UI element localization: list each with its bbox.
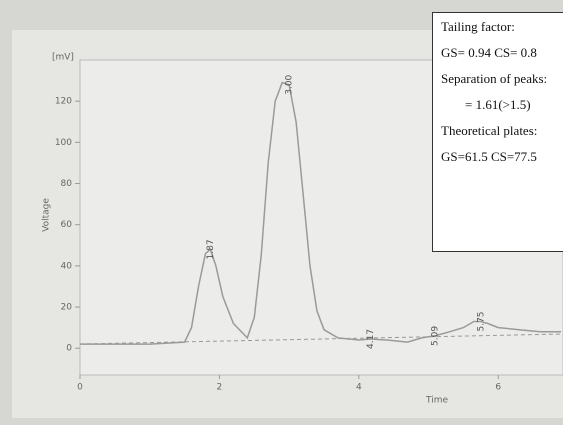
y-tick-label: 40 [61,261,73,271]
peak-label: 4.17 [366,329,376,349]
y-tick-label: 120 [55,97,72,107]
y-tick-label: 80 [61,179,73,189]
info-line: GS=61.5 CS=77.5 [441,149,563,165]
info-line: Theoretical plates: [441,123,563,139]
peak-label: 3.00 [285,74,295,94]
y-tick-label: 0 [66,344,72,354]
x-axis-title: Time [425,396,448,406]
info-line: GS= 0.94 CS= 0.8 [441,45,563,61]
peak-label: 5.09 [430,326,440,346]
x-tick-label: 0 [77,383,83,393]
screenshot: [mV] Voltage Time 0 20 40 60 80 100 120 0 2 4 6 1.8… [0,0,563,425]
y-tick-label: 100 [55,138,72,148]
x-tick-label: 4 [356,383,362,393]
x-tick-label: 6 [495,383,501,393]
info-line: = 1.61(>1.5) [441,97,563,113]
info-line: Separation of peaks: [441,71,563,87]
x-tick-label: 2 [217,383,223,393]
peak-label: 5.75 [476,311,486,331]
peak-label: 1.87 [206,239,216,259]
y-tick-label: 20 [61,303,73,313]
unit-label: [mV] [52,53,74,63]
y-axis-title: Voltage [42,198,52,232]
info-box: Tailing factor: GS= 0.94 CS= 0.8 Separatio… [432,12,563,252]
info-line: Tailing factor: [441,19,563,35]
y-tick-label: 60 [61,220,73,230]
